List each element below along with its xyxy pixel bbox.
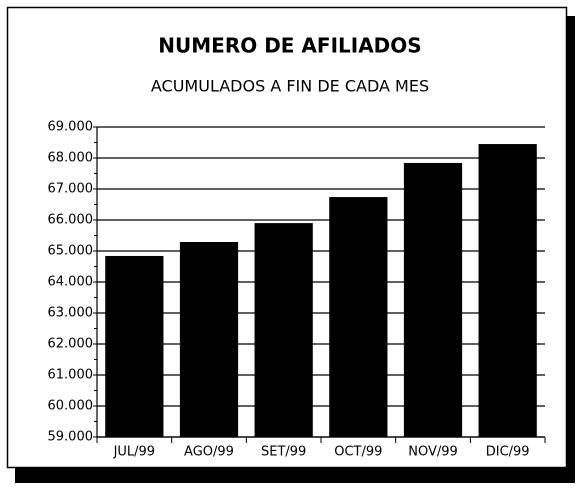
y-tick-label: 67.000: [48, 182, 94, 197]
y-tick-label: 59.000: [48, 430, 94, 445]
x-tick-label: DIC/99: [486, 445, 530, 460]
y-tick-label: 65.000: [48, 244, 94, 259]
y-tick-label: 62.000: [48, 337, 94, 352]
y-tick-label: 66.000: [48, 213, 94, 228]
y-tick-label: 64.000: [48, 275, 94, 290]
y-tick-label: 63.000: [48, 306, 94, 321]
x-tick-label: SET/99: [261, 445, 306, 460]
x-tick-label: JUL/99: [113, 445, 156, 460]
x-tick-label: NOV/99: [408, 445, 458, 460]
bar: [478, 144, 537, 438]
chart-subtitle: ACUMULADOS A FIN DE CADA MES: [151, 77, 429, 96]
bar: [179, 242, 239, 437]
x-tick-label: OCT/99: [334, 445, 382, 460]
y-tick-label: 69.000: [48, 120, 94, 135]
bar: [105, 255, 164, 437]
y-tick-label: 68.000: [48, 151, 94, 166]
chart-title: NUMERO DE AFILIADOS: [158, 34, 421, 58]
y-tick-label: 60.000: [48, 399, 94, 414]
y-tick-label: 61.000: [48, 368, 94, 383]
bar: [329, 197, 388, 437]
bar: [403, 162, 463, 437]
x-tick-label: AGO/99: [184, 445, 234, 460]
bar: [254, 223, 313, 437]
